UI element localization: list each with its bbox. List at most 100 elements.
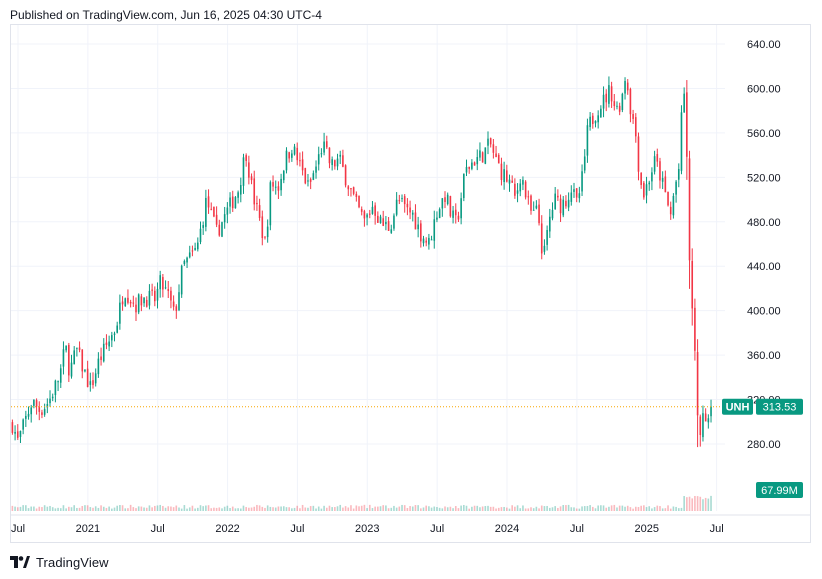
- volume-bar: [62, 505, 65, 511]
- volume-bar: [245, 507, 247, 511]
- volume-bar: [119, 504, 121, 511]
- candle-body: [164, 287, 167, 289]
- candle-body: [591, 115, 594, 125]
- volume-bar: [538, 508, 540, 511]
- volume-bar: [186, 508, 188, 511]
- volume-bar: [621, 505, 624, 511]
- candle-body: [540, 223, 543, 254]
- candle-body: [597, 115, 599, 123]
- price-axis[interactable]: 280.00320.00360.00400.00440.00480.00520.…: [747, 39, 781, 451]
- candle-body: [57, 381, 59, 383]
- candle-body: [548, 216, 551, 232]
- volume-bar: [27, 508, 30, 511]
- volume-bar: [97, 507, 100, 511]
- candle-body: [411, 212, 414, 215]
- volume-bar: [231, 506, 234, 511]
- volume-bar: [591, 506, 594, 511]
- time-axis[interactable]: Jul 2021 Jul 2022 Jul 2023 Jul 2024 Jul 2025 Jul: [11, 514, 810, 535]
- volume-bar: [266, 505, 269, 511]
- candle-body: [484, 147, 487, 164]
- candle-body: [54, 380, 57, 396]
- candle-body: [291, 153, 293, 158]
- y-tick-label: 440.00: [747, 261, 781, 273]
- volume-bar: [527, 508, 530, 511]
- volume-bar: [436, 507, 438, 511]
- candle-body: [702, 413, 704, 438]
- volume-bar: [688, 496, 691, 511]
- volume-bar: [543, 506, 546, 511]
- volume-bar: [25, 505, 27, 511]
- candle-body: [602, 94, 605, 109]
- candle-body: [350, 188, 352, 190]
- candle-body: [497, 154, 500, 164]
- volume-bar: [234, 508, 237, 511]
- candle-body: [317, 154, 320, 165]
- symbol-badge: UNH: [722, 398, 753, 415]
- candle-body: [239, 185, 242, 195]
- volume-bar: [398, 506, 401, 511]
- volume-bar: [535, 506, 538, 511]
- candle-body: [282, 170, 285, 181]
- candle-body: [301, 159, 304, 171]
- candle-body: [256, 202, 258, 205]
- volume-bar: [377, 506, 379, 511]
- candle-body: [503, 169, 505, 183]
- candle-body: [22, 419, 24, 430]
- grid-layer: [11, 25, 725, 511]
- candle-body: [420, 223, 422, 242]
- volume-bar: [444, 506, 446, 511]
- candle-body: [207, 196, 210, 208]
- volume-bar: [508, 508, 511, 511]
- candle-body: [113, 333, 116, 335]
- volume-bar: [291, 508, 293, 511]
- candle-body: [500, 163, 503, 180]
- volume-bar: [680, 507, 683, 511]
- volume-bar: [89, 507, 92, 511]
- volume-bar: [468, 508, 470, 511]
- candle-body: [105, 342, 108, 345]
- volume-bar: [573, 507, 575, 511]
- candle-body: [215, 214, 218, 225]
- candle-body: [277, 186, 280, 191]
- volume-bar: [519, 508, 522, 511]
- volume-bar: [672, 506, 675, 511]
- candle-body: [667, 191, 669, 206]
- volume-bar: [540, 505, 543, 511]
- volume-bar: [274, 507, 277, 511]
- candle-body: [699, 416, 702, 435]
- candle-body: [14, 431, 16, 434]
- candle-body: [186, 257, 188, 263]
- volume-bar: [339, 504, 342, 511]
- candle-body: [108, 341, 110, 347]
- volume-bar: [492, 506, 495, 511]
- volume-bar: [441, 508, 444, 511]
- volume-bar: [667, 505, 669, 511]
- candle-body: [621, 93, 624, 111]
- volume-bar: [277, 506, 280, 511]
- volume-label: 67.99M: [761, 485, 798, 497]
- candlestick-chart[interactable]: 280.00320.00360.00400.00440.00480.00520.…: [11, 25, 810, 542]
- volume-bar: [288, 507, 290, 511]
- candle-body: [626, 82, 629, 91]
- candle-body: [514, 183, 516, 196]
- candle-body: [183, 260, 186, 265]
- candle-body: [637, 136, 640, 172]
- chart-frame[interactable]: 280.00320.00360.00400.00440.00480.00520.…: [10, 24, 811, 543]
- tradingview-footer[interactable]: TradingView: [10, 553, 109, 571]
- candle-body: [76, 347, 78, 349]
- volume-bar: [704, 497, 707, 511]
- volume-bar: [425, 505, 428, 511]
- volume-bar: [661, 508, 664, 511]
- candle-body: [634, 117, 637, 137]
- volume-bar: [135, 508, 137, 511]
- tradingview-logo-icon: [10, 556, 30, 568]
- candle-body: [73, 350, 76, 365]
- candle-body: [129, 301, 132, 304]
- volume-bar: [334, 507, 336, 511]
- last-price-badge: 313.53: [756, 398, 803, 415]
- candle-body: [59, 368, 62, 383]
- candle-body: [172, 301, 175, 307]
- candle-body: [218, 224, 221, 236]
- candle-body: [355, 193, 358, 197]
- volume-bar: [691, 498, 694, 511]
